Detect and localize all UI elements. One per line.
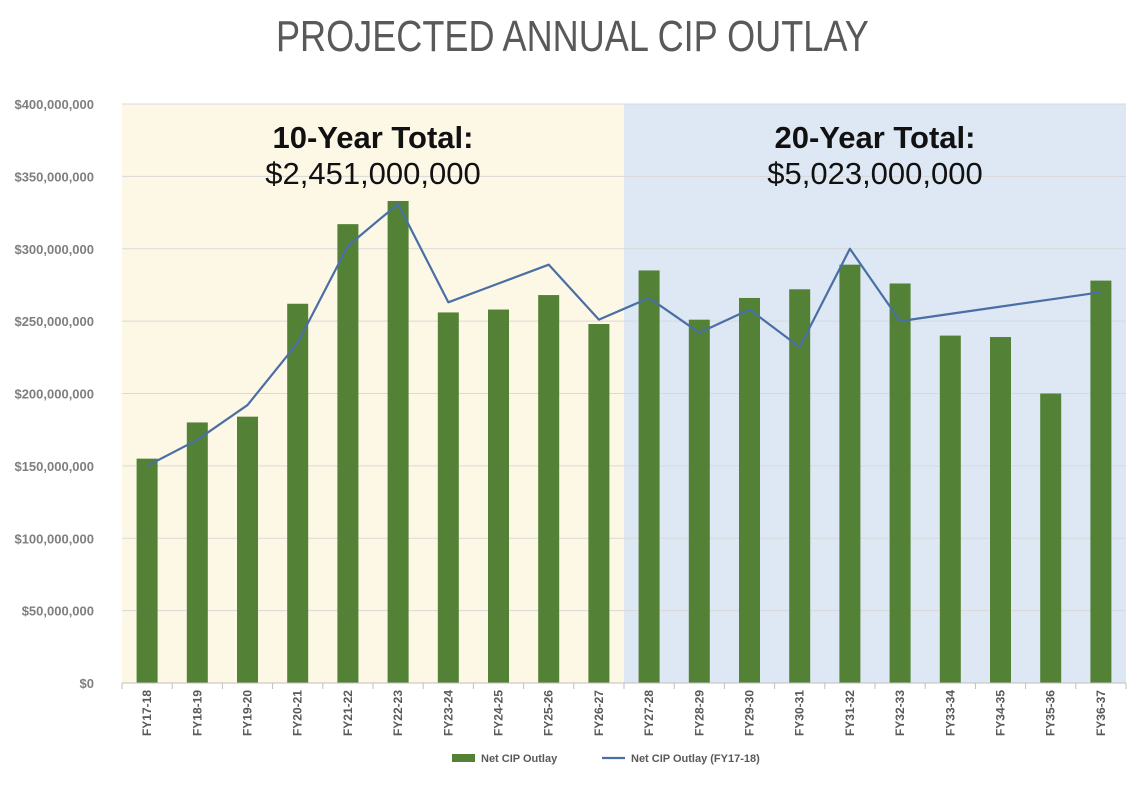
legend: Net CIP Outlay Net CIP Outlay (FY17-18) <box>452 753 760 765</box>
bar <box>588 324 610 683</box>
y-tick-label: $400,000,000 <box>14 97 94 112</box>
x-tick-label: FY18-19 <box>190 690 204 736</box>
x-tick-label: FY23-24 <box>441 690 455 736</box>
y-tick-label: $50,000,000 <box>22 604 94 619</box>
x-tick-label: FY33-34 <box>943 690 957 736</box>
bar <box>237 416 258 683</box>
x-tick-label: FY29-30 <box>743 690 757 736</box>
y-axis: $400,000,000 $350,000,000 $300,000,000 $250… <box>14 97 94 691</box>
bar <box>437 312 459 683</box>
bar <box>136 458 158 683</box>
region-total-value: $2,451,000,000 <box>265 156 481 191</box>
series-line <box>146 202 1102 467</box>
line-series <box>146 202 1102 467</box>
x-tick-label: FY31-32 <box>843 690 857 736</box>
x-tick-label: FY27-28 <box>642 690 656 736</box>
bar <box>186 422 208 683</box>
y-tick-label: $0 <box>80 676 94 691</box>
x-tick-label: FY34-35 <box>994 690 1008 736</box>
bar <box>889 283 911 683</box>
legend-label: Net CIP Outlay (FY17-18) <box>631 753 760 765</box>
y-tick-label: $100,000,000 <box>14 531 94 546</box>
x-tick-label: FY36-37 <box>1094 690 1108 736</box>
bar-series <box>136 200 1112 684</box>
region-total-value: $5,023,000,000 <box>767 156 983 191</box>
x-tick-label: FY20-21 <box>291 690 305 736</box>
x-tick-label: FY24-25 <box>492 690 506 736</box>
x-tick-label: FY35-36 <box>1044 690 1058 736</box>
x-tick-label: FY32-33 <box>893 690 907 736</box>
y-tick-label: $150,000,000 <box>14 459 94 474</box>
y-tick-label: $200,000,000 <box>14 387 94 402</box>
legend-label: Net CIP Outlay <box>481 753 558 765</box>
bar <box>789 289 811 683</box>
bar <box>488 309 509 683</box>
x-tick-label: FY22-23 <box>391 690 405 736</box>
bar <box>688 319 710 683</box>
x-tick-label: FY28-29 <box>692 690 706 736</box>
bar <box>939 335 961 683</box>
bar <box>739 297 760 683</box>
x-tick-label: FY17-18 <box>140 690 154 736</box>
chart-title: PROJECTED ANNUAL CIP OUTLAY <box>275 12 869 61</box>
x-tick-label: FY26-27 <box>592 690 606 736</box>
bar <box>337 224 359 683</box>
region-total-label: 10-Year Total: <box>272 120 473 155</box>
bar <box>538 295 560 683</box>
x-tick-label: FY30-31 <box>793 690 807 736</box>
x-tick-label: FY25-26 <box>542 690 556 736</box>
bar <box>1090 280 1112 683</box>
bar <box>387 200 409 684</box>
x-axis: FY17-18 FY18-19 FY19-20 FY20-21 FY21-22 FY22-… <box>121 682 1127 736</box>
legend-swatch-bar <box>452 754 475 762</box>
bar <box>1040 393 1062 683</box>
bar <box>839 264 861 683</box>
x-tick-label: FY21-22 <box>341 690 355 736</box>
bar <box>990 337 1011 683</box>
region-totals: 10-Year Total:$2,451,000,000 20-Year Tota… <box>265 120 983 191</box>
y-tick-label: $350,000,000 <box>14 169 94 184</box>
bar <box>287 303 309 683</box>
region-total-label: 20-Year Total: <box>774 120 975 155</box>
y-tick-label: $250,000,000 <box>14 314 94 329</box>
bar <box>638 270 660 683</box>
x-tick-label: FY19-20 <box>241 690 255 736</box>
y-tick-label: $300,000,000 <box>14 242 94 257</box>
